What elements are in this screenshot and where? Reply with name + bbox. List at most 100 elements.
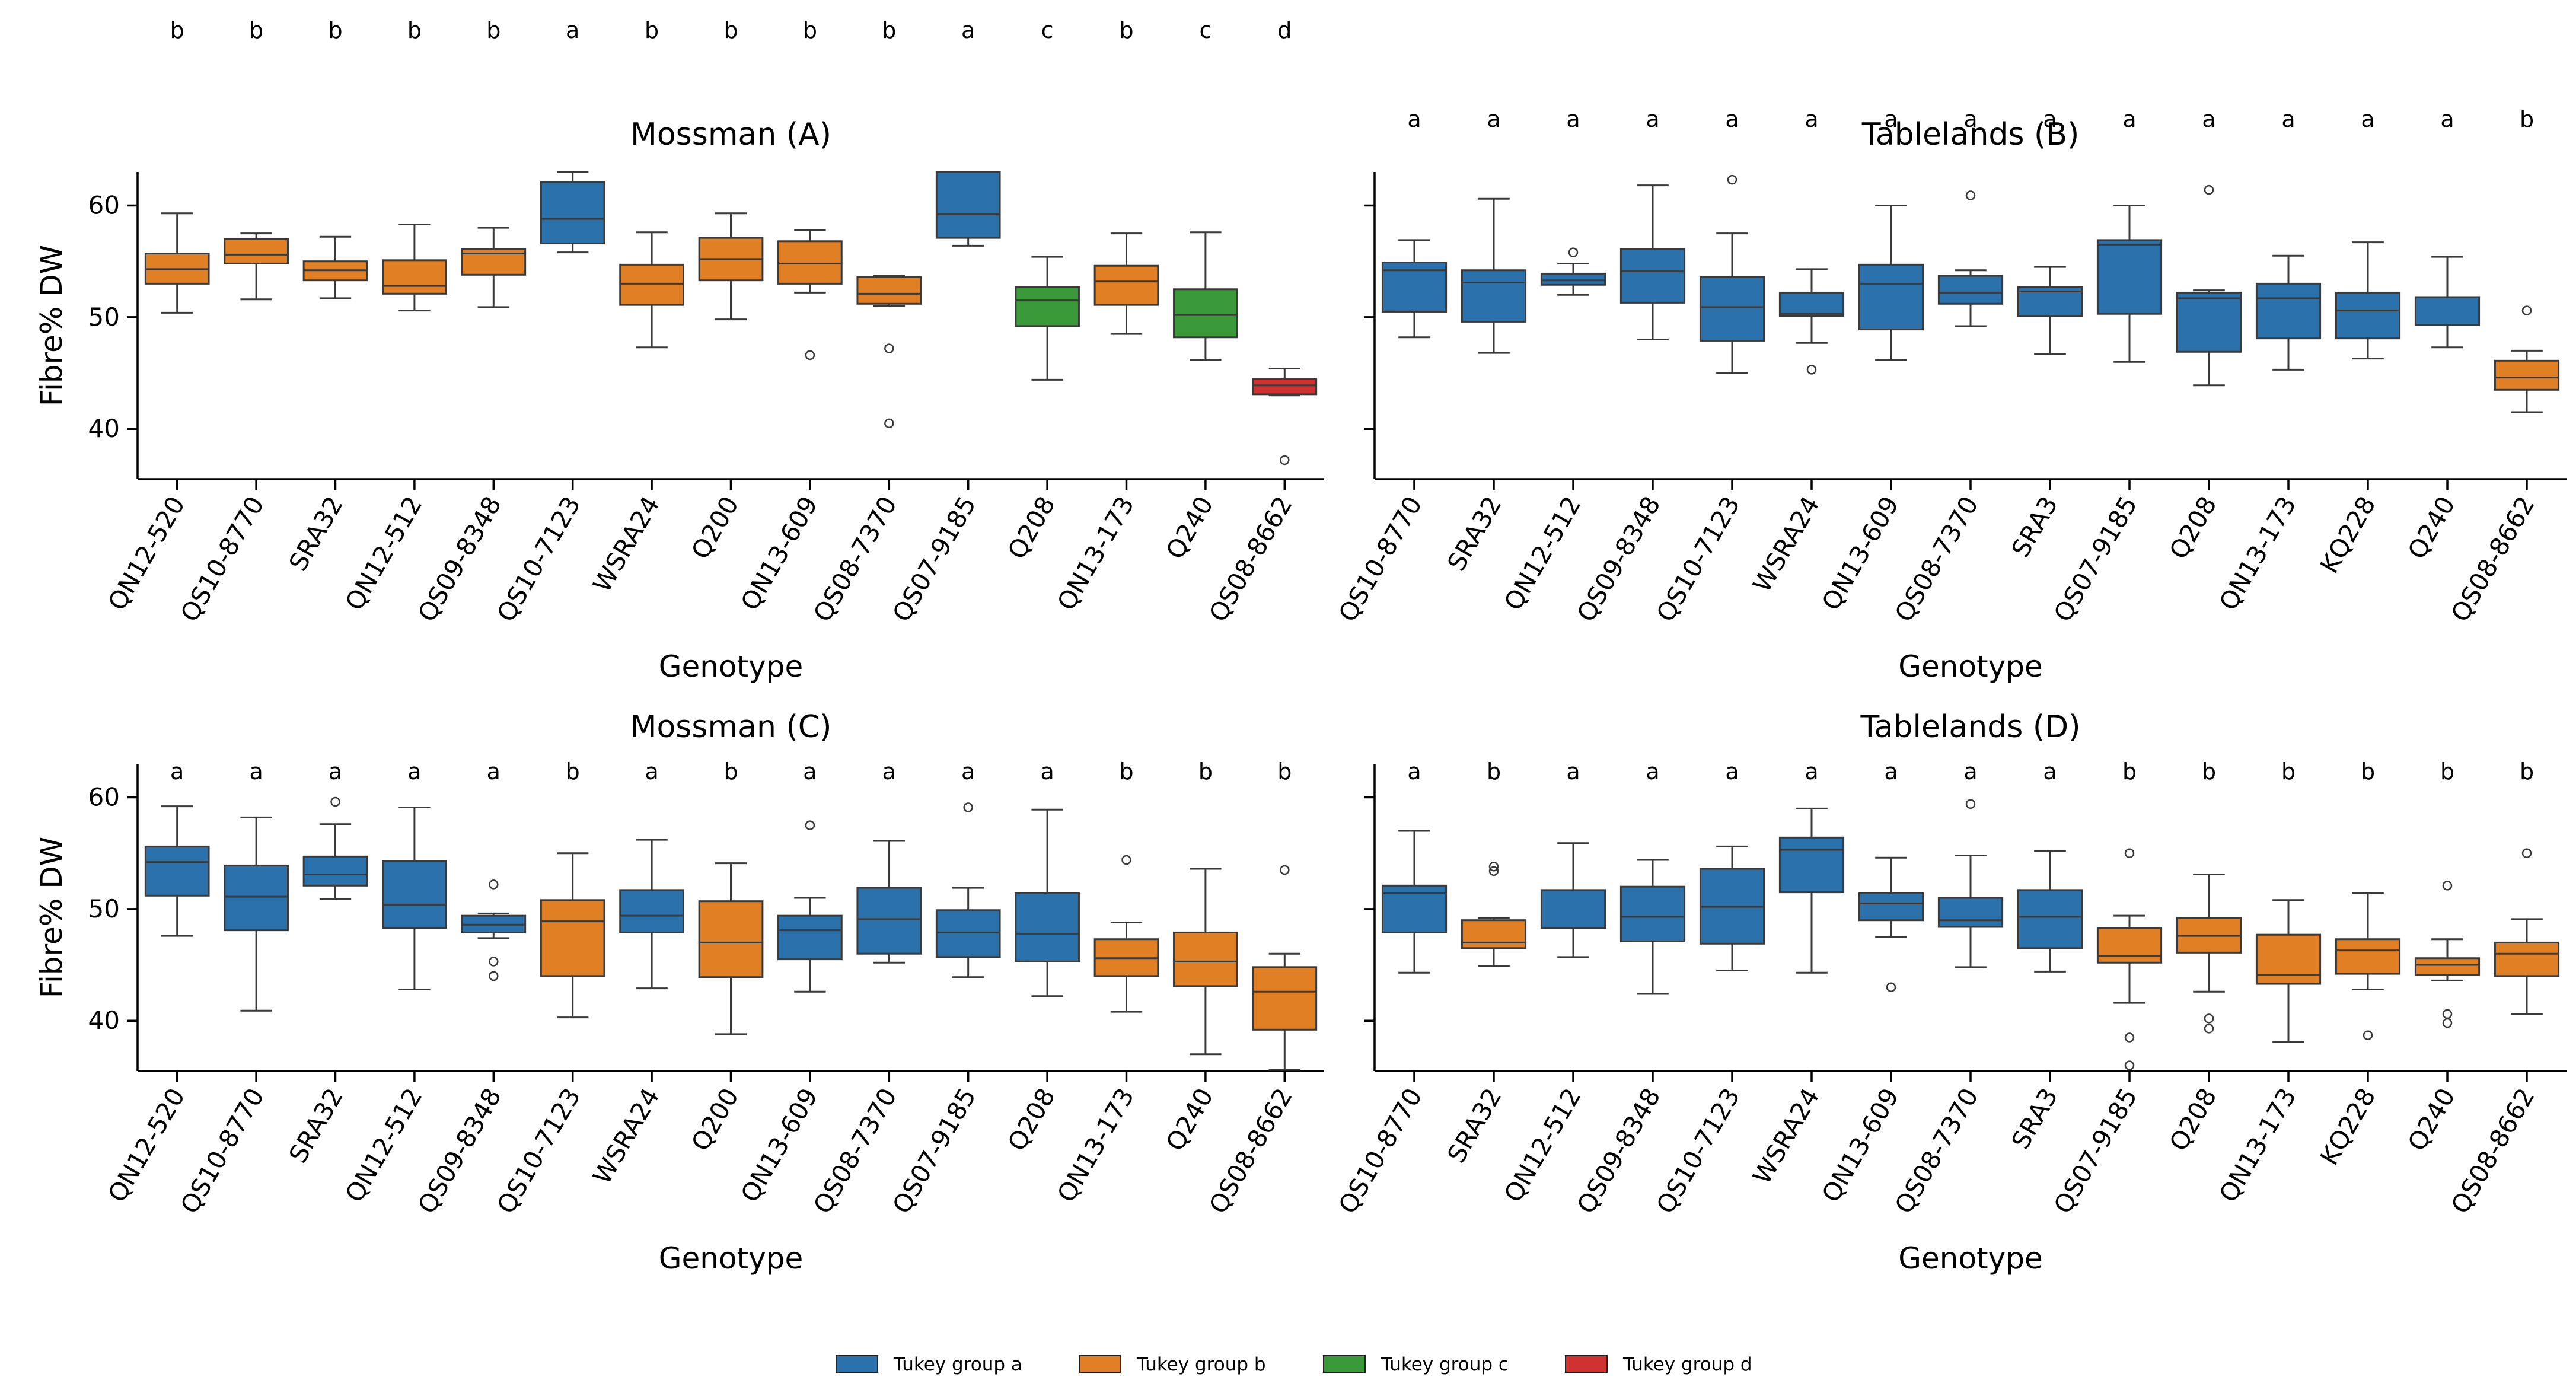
box-QN13-173: [2255, 254, 2322, 371]
box-rect: [2414, 957, 2481, 976]
x-tick-label: WSRA24: [1747, 492, 1825, 598]
box-rect: [302, 855, 368, 887]
tukey-letter: a: [1725, 106, 1739, 132]
x-tick-label: QN12-520: [102, 492, 190, 616]
x-tick-label: QN12-512: [1499, 1083, 1587, 1207]
box-QS08-7370: [856, 840, 922, 964]
box-rect: [224, 238, 289, 264]
box-rect: [1461, 269, 1527, 323]
box-rect: [382, 860, 447, 929]
tukey-letter: a: [170, 758, 184, 785]
outlier-point: [1488, 866, 1499, 876]
x-tick-label: QS08-7370: [808, 492, 903, 627]
box-QN12-512: [1540, 842, 1606, 958]
x-tick-label: QS09-8348: [1571, 492, 1666, 627]
tukey-letter: b: [486, 17, 500, 43]
y-tick-label: 50: [88, 302, 120, 331]
x-tick-label: QS08-8662: [1203, 1083, 1298, 1219]
box-rect: [2176, 291, 2242, 353]
tukey-letter: c: [1199, 17, 1212, 43]
box-QS07-9185: [935, 802, 1001, 978]
box-rect: [382, 259, 447, 295]
tukey-letter: a: [1884, 758, 1898, 785]
box-rect: [1619, 885, 1686, 942]
x-tick-label: Q208: [2164, 1083, 2223, 1156]
panel-title: Tablelands (B): [1861, 117, 2080, 152]
outlier-point: [963, 802, 973, 812]
x-tick-label: SRA3: [2006, 492, 2063, 562]
tukey-letter: b: [2122, 758, 2137, 785]
tukey-letter: d: [1277, 17, 1292, 43]
box-rect: [1540, 272, 1606, 286]
x-tick-label: QS10-7123: [491, 492, 586, 627]
box-rect: [2494, 941, 2560, 977]
tukey-letter: b: [723, 758, 738, 785]
box-rect: [856, 276, 922, 305]
tukey-letter: a: [2043, 106, 2057, 132]
box-rect: [777, 240, 843, 285]
x-tick-label: QS08-8662: [1203, 492, 1298, 627]
box-QS10-8770: [1381, 239, 1448, 339]
tukey-letter: a: [1805, 758, 1818, 785]
tukey-letter: a: [1646, 758, 1659, 785]
outlier-point: [805, 820, 815, 830]
tukey-letter: a: [2043, 758, 2057, 785]
y-tick-label: 60: [88, 191, 120, 220]
legend-label: Tukey group a: [893, 1354, 1022, 1375]
outlier-point: [2521, 305, 2532, 315]
x-tick-label: QN13-609: [1816, 1083, 1905, 1207]
box-rect: [1093, 264, 1159, 306]
box-Q200: [698, 212, 764, 321]
x-tick-label: QN12-512: [340, 492, 428, 616]
outlier-point: [2124, 1060, 2135, 1070]
box-KQ228: [2335, 892, 2401, 1040]
box-rect: [540, 899, 605, 977]
box-QS08-7370: [856, 275, 922, 429]
tukey-letter: a: [1487, 106, 1500, 132]
box-rect: [1778, 836, 1845, 894]
x-tick-label: QS10-7123: [491, 1083, 586, 1219]
x-tick-label: QS08-8662: [2446, 492, 2540, 627]
tukey-letter: b: [2361, 758, 2375, 785]
x-tick-label: Q240: [1161, 1083, 1219, 1156]
tukey-letter: b: [2520, 758, 2534, 785]
box-SRA3: [2017, 850, 2083, 973]
box-SRA32: [302, 235, 368, 299]
outlier-point: [1965, 799, 1976, 809]
x-tick-label: Q240: [1161, 492, 1219, 565]
box-rect: [856, 887, 922, 955]
outlier-point: [1965, 190, 1976, 200]
box-rect: [1937, 275, 2004, 305]
legend-item-b: Tukey group b: [1079, 1354, 1266, 1375]
box-rect: [1778, 291, 1845, 317]
box-QS10-8770: [224, 816, 289, 1012]
tukey-letter: a: [882, 758, 896, 785]
box-QS08-8662: [1252, 865, 1318, 1071]
box-rect: [2096, 239, 2163, 315]
x-axis-label: Genotype: [659, 1241, 803, 1276]
outlier-point: [2521, 848, 2532, 858]
x-tick-label: QS07-9185: [2048, 492, 2143, 627]
x-tick-label: QS10-8770: [175, 492, 270, 627]
outlier-point: [1121, 855, 1131, 865]
box-WSRA24: [1778, 268, 1845, 375]
box-QS08-8662: [1252, 368, 1318, 466]
tukey-letter: a: [1646, 106, 1659, 132]
box-rect: [1173, 931, 1238, 987]
box-rect: [935, 171, 1001, 239]
box-QN13-609: [1858, 205, 1924, 361]
box-rect: [1252, 966, 1318, 1031]
outlier-point: [1280, 455, 1290, 466]
box-rect: [1540, 889, 1606, 929]
box-QN13-609: [1858, 856, 1924, 992]
box-rect: [2414, 296, 2481, 326]
box-rect: [1015, 892, 1080, 962]
box-QS08-7370: [1937, 799, 2004, 968]
legend-swatch: [1079, 1355, 1121, 1373]
x-tick-label: Q200: [686, 1083, 744, 1156]
x-tick-label: QS07-9185: [887, 1083, 981, 1219]
box-rect: [224, 864, 289, 932]
box-SRA3: [2017, 266, 2083, 355]
box-SRA32: [1461, 862, 1527, 967]
y-axis-label: Fibre% DW: [34, 837, 69, 998]
